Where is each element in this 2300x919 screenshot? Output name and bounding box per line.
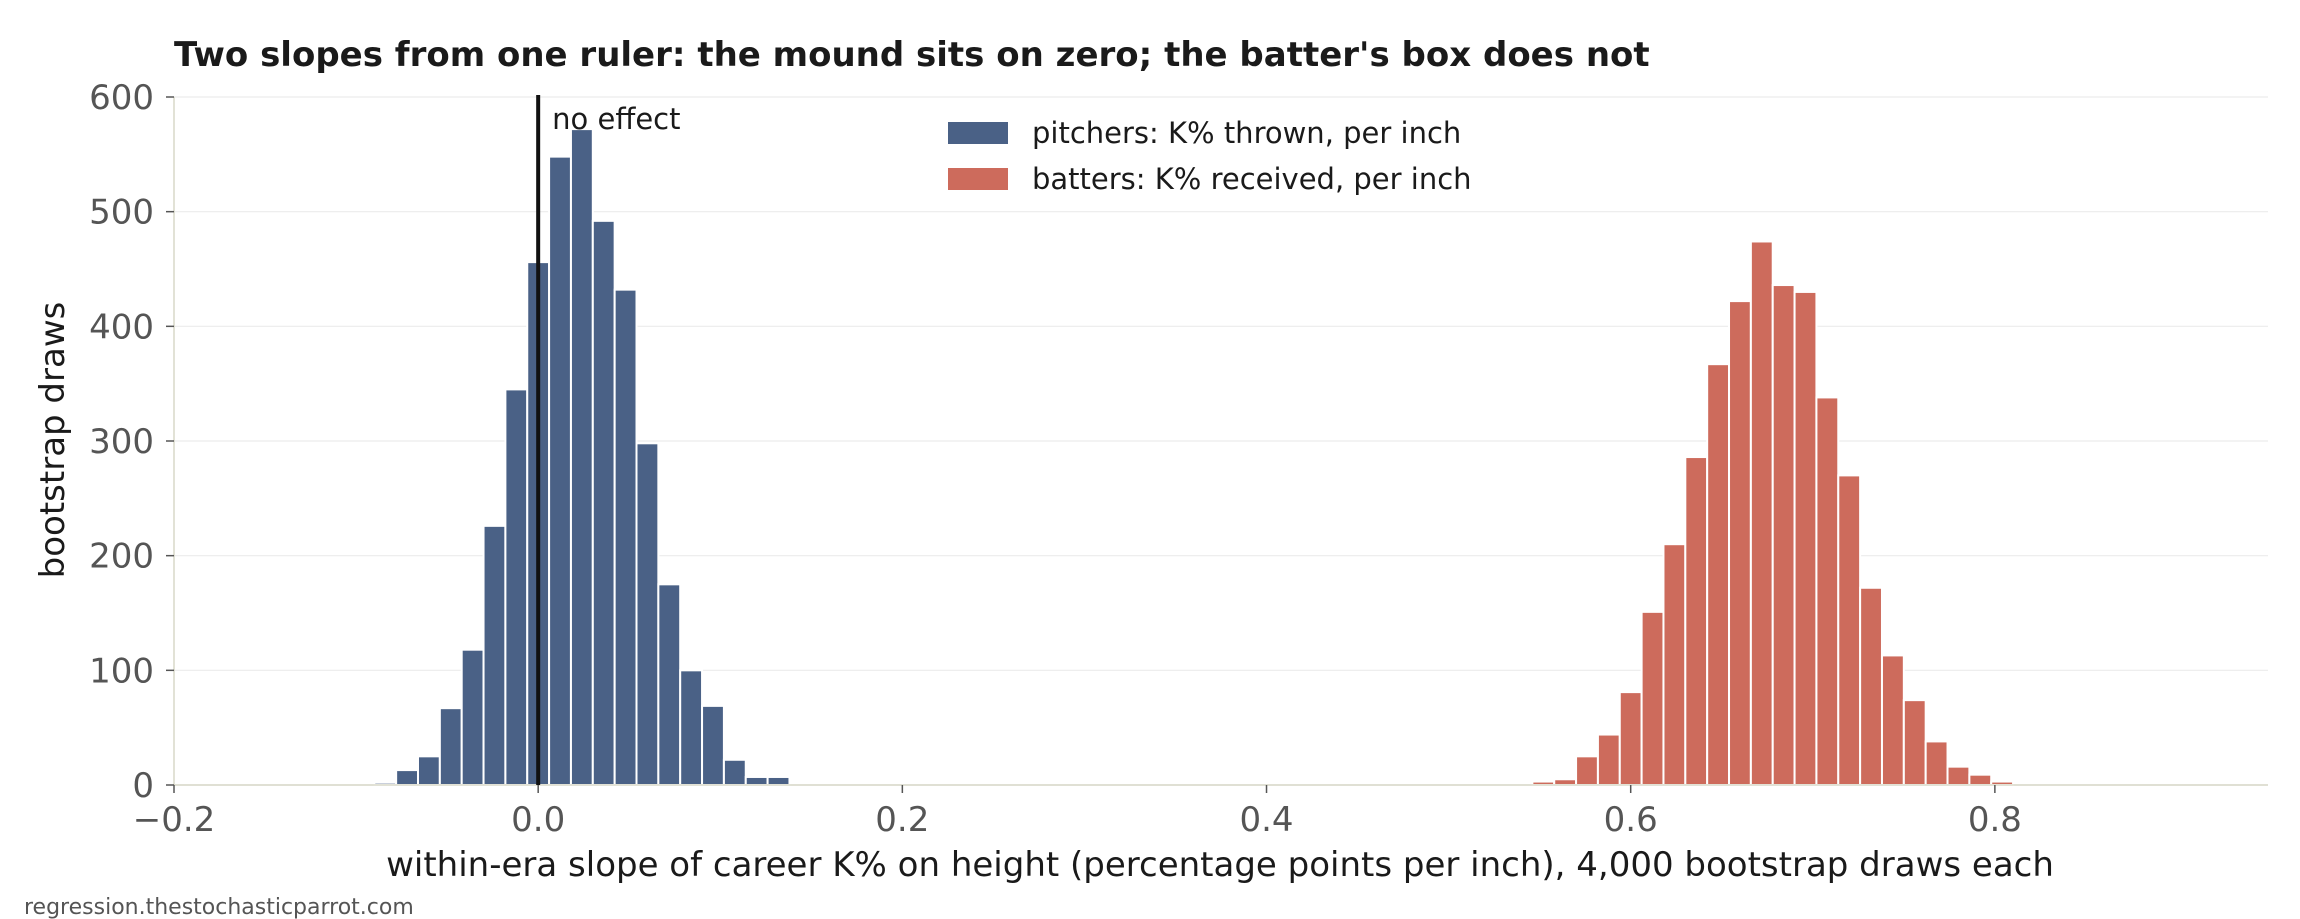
- bar-pitchers-3: [438, 707, 463, 787]
- histogram-bars: [373, 128, 2015, 787]
- bar-batters-11: [1771, 284, 1796, 786]
- bar-pitchers-4: [460, 648, 485, 787]
- bar-pitchers-14: [679, 669, 704, 786]
- bar-pitchers-13: [657, 583, 682, 786]
- bar-pitchers-12: [635, 442, 660, 786]
- y-tick-label-0: 0: [132, 766, 154, 806]
- no-effect-annotation: no effect: [552, 102, 680, 136]
- bar-pitchers-10: [591, 219, 616, 786]
- bar-batters-5: [1640, 610, 1665, 786]
- bar-batters-20: [1968, 773, 1993, 786]
- y-tick-label-3: 300: [89, 422, 154, 462]
- bar-batters-16: [1880, 654, 1905, 787]
- bar-batters-13: [1815, 396, 1840, 786]
- bar-batters-3: [1596, 733, 1621, 787]
- source-credit: regression.thestochasticparrot.com: [24, 895, 414, 919]
- x-axis-label: within-era slope of career K% on height …: [386, 845, 2054, 885]
- bar-batters-14: [1837, 474, 1862, 786]
- x-tick-label-4: 0.6: [1604, 800, 1658, 840]
- bar-batters-4: [1618, 691, 1643, 786]
- y-axis-ticks: 0 100 200 300 400 500 600: [89, 78, 174, 806]
- bar-batters-9: [1728, 300, 1752, 786]
- x-tick-label-5: 0.8: [1968, 800, 2022, 840]
- x-tick-label-3: 0.4: [1239, 800, 1293, 840]
- bar-batters-8: [1706, 363, 1731, 786]
- bar-pitchers-18: [766, 775, 791, 786]
- x-tick-label-0: −0.2: [133, 800, 216, 840]
- bar-batters-12: [1793, 290, 1818, 786]
- bar-batters-18: [1924, 740, 1949, 787]
- y-tick-label-1: 100: [89, 651, 154, 691]
- bar-pitchers-6: [504, 388, 529, 786]
- chart-title: Two slopes from one ruler: the mound sit…: [174, 35, 1650, 75]
- legend-label-batters: batters: K% received, per inch: [1032, 162, 1472, 196]
- y-axis-label: bootstrap draws: [33, 302, 73, 579]
- bar-batters-7: [1684, 456, 1709, 786]
- bar-pitchers-16: [722, 758, 747, 786]
- bar-pitchers-9: [569, 128, 594, 786]
- y-tick-label-4: 400: [89, 307, 154, 347]
- y-tick-label-2: 200: [89, 537, 154, 577]
- legend-swatch-batters: [948, 168, 1008, 190]
- bar-pitchers-5: [482, 524, 507, 786]
- y-tick-label-6: 600: [89, 78, 154, 118]
- legend-swatch-pitchers: [948, 122, 1008, 144]
- bar-pitchers-17: [744, 775, 769, 786]
- bar-pitchers-2: [416, 755, 441, 786]
- bar-pitchers-1: [395, 769, 419, 786]
- legend: pitchers: K% thrown, per inch batters: K…: [948, 116, 1472, 196]
- bar-batters-1: [1553, 778, 1578, 786]
- bar-pitchers-15: [701, 704, 725, 787]
- bar-pitchers-8: [548, 155, 572, 787]
- bar-batters-10: [1749, 240, 1774, 787]
- bar-batters-19: [1946, 765, 1971, 786]
- legend-label-pitchers: pitchers: K% thrown, per inch: [1032, 116, 1461, 150]
- bar-batters-15: [1859, 586, 1883, 786]
- bar-batters-17: [1902, 699, 1927, 786]
- x-axis-ticks: −0.2 0.0 0.2 0.4 0.6 0.8: [133, 785, 2022, 840]
- bar-batters-2: [1575, 755, 1599, 786]
- bar-pitchers-11: [613, 288, 638, 786]
- x-tick-label-1: 0.0: [511, 800, 565, 840]
- bar-batters-6: [1662, 543, 1687, 787]
- x-tick-label-2: 0.2: [875, 800, 929, 840]
- y-tick-label-5: 500: [89, 193, 154, 233]
